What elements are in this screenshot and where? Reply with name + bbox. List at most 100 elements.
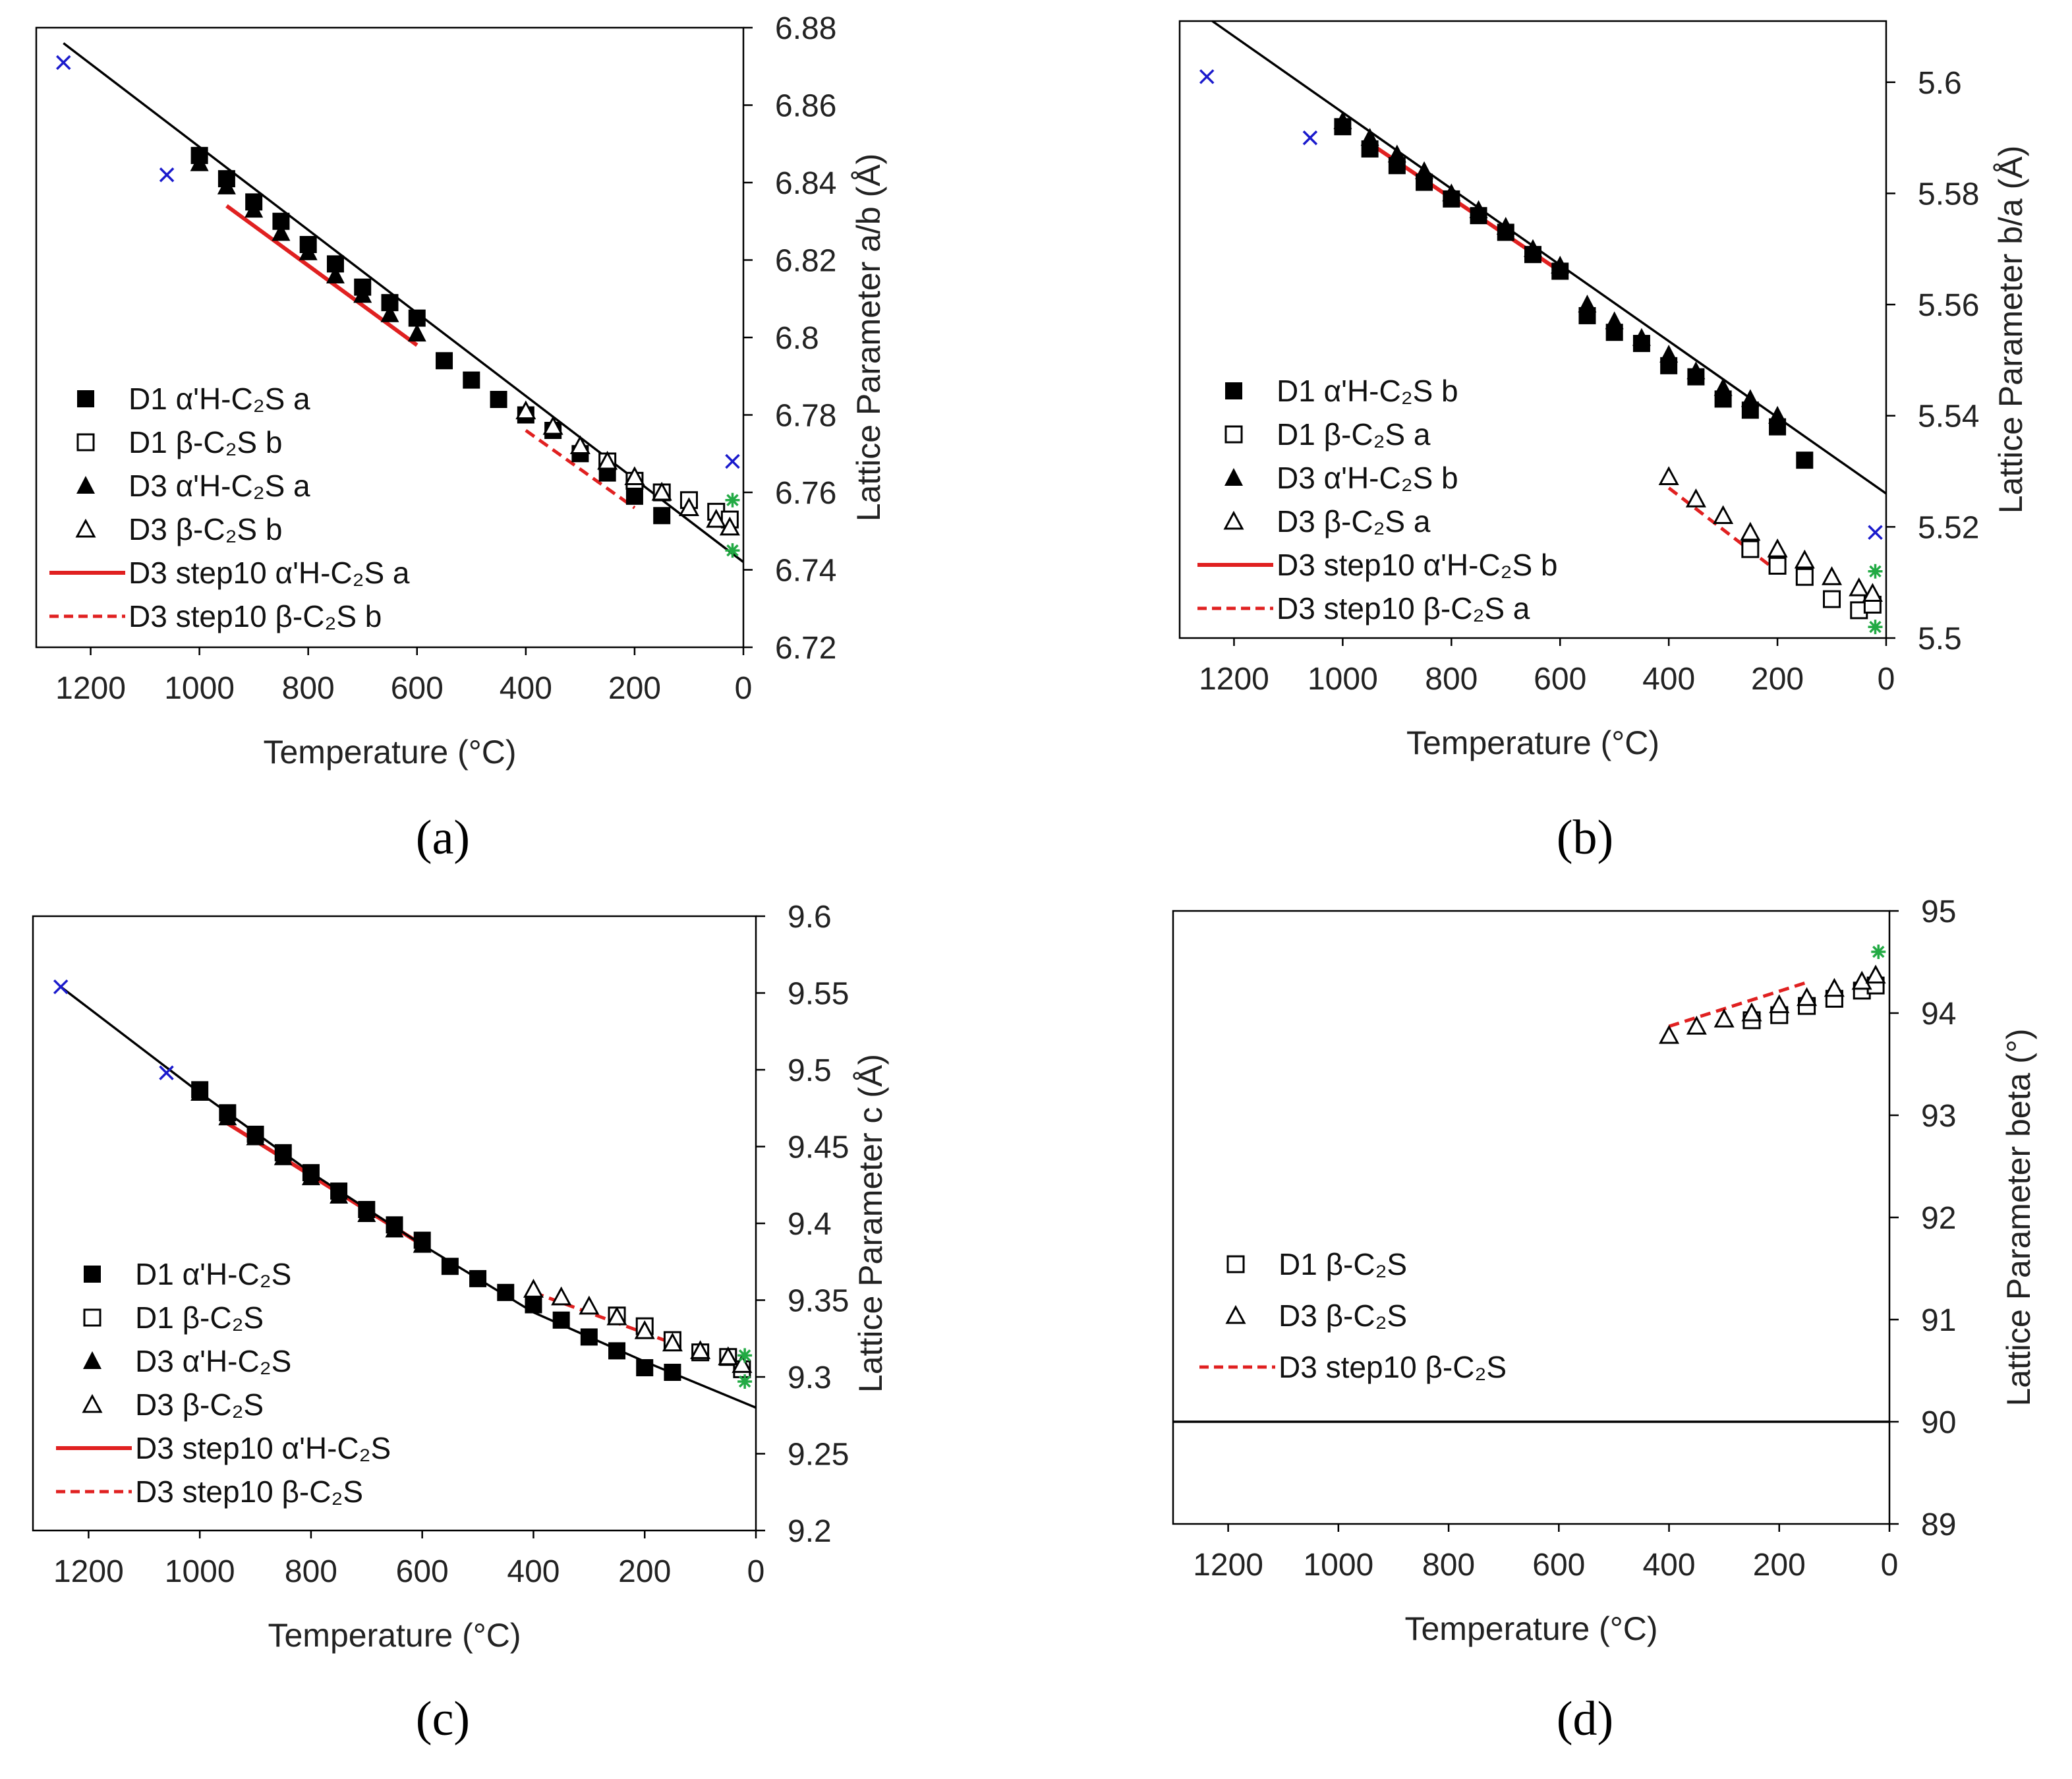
data-point-d1-c-s-a <box>1741 540 1760 558</box>
data-point-d3-c-s-a <box>1713 505 1734 524</box>
data-point-reference-green <box>737 1348 753 1363</box>
data-point-d3-h-c-s-a <box>217 176 236 194</box>
data-point-d3-c-s-a <box>1822 566 1843 585</box>
data-point-reference-blue <box>725 453 740 469</box>
y-axis-label: Lattice Parameter c (Å) <box>852 1054 889 1393</box>
y-tick-label: 5.6 <box>1918 66 1962 101</box>
y-tick-label: 6.82 <box>775 244 836 279</box>
y-tick-label: 91 <box>1921 1303 1956 1338</box>
data-point-d3-c-s <box>1865 964 1886 984</box>
y-tick-label: 95 <box>1921 894 1956 929</box>
data-point-d3-h-c-s-b <box>1659 344 1679 363</box>
panel-c-chart: 1200 1000 800 600 400 200 0 9.2 9.25 9.3 9.35 9.4 9.… <box>32 900 889 1654</box>
data-point-d3-h-c-s-b <box>1578 295 1597 313</box>
panel-d-chart: 1200 1000 800 600 400 200 0 89 90 91 92 93 94 95 Tempe… <box>1172 894 2037 1647</box>
legend-swatch <box>77 390 94 407</box>
data-point-d3-c-s <box>634 1320 655 1339</box>
data-point-d1-h-c-s <box>608 1342 626 1360</box>
data-point-reference-blue <box>1868 525 1883 540</box>
legend-label: D3 β-C₂S a <box>1277 504 1431 539</box>
x-tick-label: 0 <box>735 671 753 706</box>
y-axis-label: Lattice Parameter b/a (Å) <box>1992 146 2029 514</box>
x-tick-label: 600 <box>391 671 444 706</box>
x-axis-label: Temperature (°C) <box>1405 1610 1658 1647</box>
y-axis-label: Lattice Parameter beta (°) <box>2000 1028 2037 1406</box>
data-point-d3-c-s <box>1686 1016 1707 1035</box>
data-point-d3-h-c-s <box>385 1219 404 1238</box>
x-tick-label: 400 <box>1642 662 1695 697</box>
series-line-d3-step10-h-c-s-a <box>225 204 418 347</box>
data-point-reference-blue <box>1302 130 1318 146</box>
x-tick-label: 800 <box>285 1554 337 1589</box>
y-tick-label: 6.74 <box>775 554 836 589</box>
y-tick-label: 9.55 <box>788 977 849 1012</box>
caption-b: (b) <box>1557 811 1613 865</box>
y-tick-label: 9.25 <box>788 1438 849 1473</box>
y-tick-label: 89 <box>1921 1507 1956 1542</box>
data-point-reference-blue <box>159 167 175 183</box>
data-point-d3-c-s-b <box>719 516 740 536</box>
legend-swatch <box>1225 382 1242 399</box>
data-point-d3-c-s-b <box>515 400 536 420</box>
legend-label: D1 α'H-C₂S a <box>129 382 310 416</box>
x-tick-label: 1200 <box>1193 1548 1263 1583</box>
data-point-d3-c-s <box>523 1279 544 1298</box>
x-tick-label: 400 <box>1642 1548 1695 1583</box>
y-tick-label: 93 <box>1921 1099 1956 1134</box>
data-point-d3-c-s <box>1797 987 1818 1006</box>
data-point-d3-c-s <box>1769 994 1790 1014</box>
data-point-d3-h-c-s-b <box>1686 361 1706 380</box>
legend-swatch <box>1224 425 1243 444</box>
caption-a: (a) <box>416 811 470 865</box>
x-tick-label: 1200 <box>1199 662 1269 697</box>
panel-a-chart: 1200 1000 800 600 400 200 0 6.72 6.74 6.76 6.78 6.8… <box>35 11 887 771</box>
legend-label: D3 β-C₂S b <box>129 512 282 546</box>
data-point-d3-c-s-a <box>1862 583 1883 602</box>
data-point-d3-h-c-s-b <box>1442 183 1461 202</box>
caption-d: (d) <box>1557 1692 1613 1746</box>
data-point-d3-h-c-s-b <box>1632 328 1651 346</box>
data-point-d1-h-c-s <box>580 1328 598 1346</box>
data-point-d1-h-c-s-a <box>463 371 480 389</box>
data-point-d3-c-s-a <box>1740 521 1761 541</box>
data-point-d3-c-s-b <box>542 415 563 435</box>
x-tick-label: 200 <box>1753 1548 1806 1583</box>
legend-label: D1 α'H-C₂S b <box>1277 374 1458 408</box>
data-point-d3-h-c-s <box>413 1235 432 1253</box>
y-tick-label: 6.8 <box>775 321 819 356</box>
y-tick-label: 94 <box>1921 997 1956 1032</box>
data-point-d3-c-s-b <box>706 508 727 528</box>
data-point-d1-h-c-s-a <box>625 487 643 505</box>
y-axis-label: Lattice Parameter a/b (Å) <box>850 154 887 522</box>
data-point-reference-blue <box>159 1065 174 1080</box>
data-point-d3-c-s-b <box>651 481 672 501</box>
x-tick-label: 600 <box>1534 662 1586 697</box>
data-point-d1-h-c-s <box>497 1283 515 1301</box>
x-axis-label: Temperature (°C) <box>268 1617 521 1654</box>
data-point-d3-h-c-s-b <box>1360 128 1379 146</box>
x-tick-label: 200 <box>1751 662 1804 697</box>
legend-swatch <box>84 1266 101 1283</box>
data-point-d3-c-s <box>1824 977 1845 997</box>
legend: D1 α'H-C₂S D1 β-C₂S D3 α'H-C₂S D3 β-C₂S D3 s… <box>56 1257 391 1509</box>
data-point-d3-c-s-b <box>678 497 699 516</box>
y-tick-label: 5.56 <box>1918 288 1979 323</box>
y-tick-label: 9.35 <box>788 1284 849 1319</box>
data-point-d1-h-c-s <box>636 1359 654 1377</box>
legend-swatch <box>1225 1304 1246 1324</box>
legend-label: D3 step10 β-C₂S b <box>129 599 382 633</box>
legend-swatch <box>1226 1255 1245 1273</box>
data-point-reference-green <box>1871 945 1886 959</box>
panel-b-chart: 1200 1000 800 600 400 200 0 5.5 5.52 5.54 5.56 5.58… <box>1178 20 2029 761</box>
data-point-reference-green <box>725 492 740 508</box>
data-point-d3-c-s <box>690 1340 711 1359</box>
x-tick-label: 1000 <box>165 1554 235 1589</box>
legend-label: D1 α'H-C₂S <box>135 1257 291 1291</box>
y-tick-label: 5.58 <box>1918 177 1979 212</box>
y-tick-label: 5.54 <box>1918 399 1979 434</box>
data-point-d1-c-s-a <box>1768 556 1787 575</box>
x-axis-label: Temperature (°C) <box>1406 724 1659 761</box>
x-tick-label: 1200 <box>53 1554 124 1589</box>
data-point-d3-h-c-s-b <box>1496 217 1515 235</box>
